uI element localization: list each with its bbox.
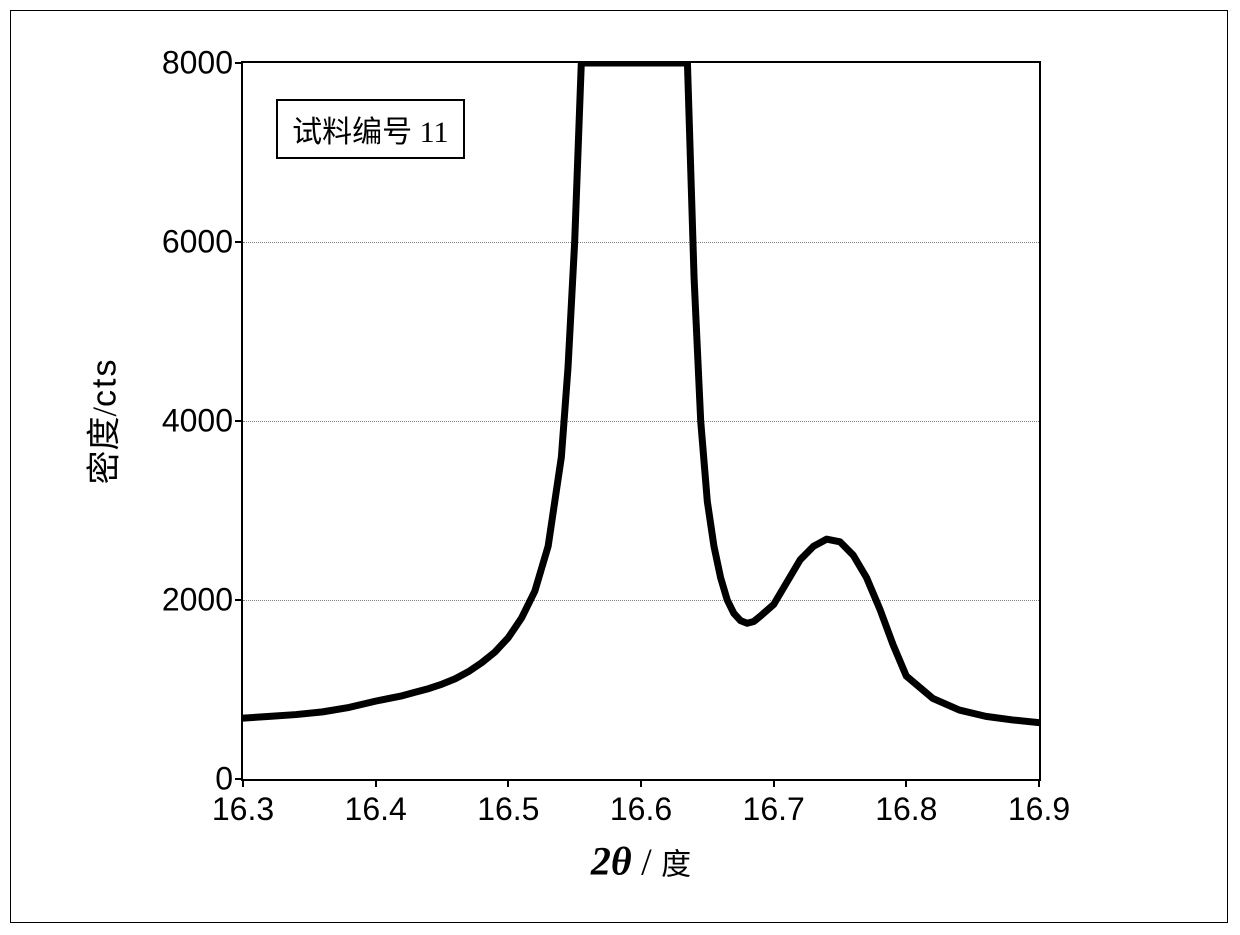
x-tick-label: 16.6 bbox=[610, 791, 672, 828]
x-axis-label: 2θ / 度 bbox=[591, 838, 691, 885]
chart-outer-frame: 0200040006000800016.316.416.516.616.716.… bbox=[10, 10, 1228, 923]
x-tick-mark bbox=[1038, 779, 1040, 787]
y-axis-label-unit: cts bbox=[86, 358, 124, 407]
x-tick-label: 16.5 bbox=[477, 791, 539, 828]
x-axis-label-sep: / bbox=[632, 842, 662, 884]
x-axis-label-symbol: 2θ bbox=[591, 839, 632, 884]
x-tick-label: 16.4 bbox=[345, 791, 407, 828]
y-tick-label: 2000 bbox=[162, 582, 233, 619]
y-tick-mark bbox=[235, 62, 243, 64]
y-axis-label-text: 密度 bbox=[87, 416, 124, 484]
y-tick-label: 6000 bbox=[162, 224, 233, 261]
x-tick-label: 16.8 bbox=[875, 791, 937, 828]
y-tick-mark bbox=[235, 420, 243, 422]
x-tick-mark bbox=[640, 779, 642, 787]
xrd-curve-path bbox=[243, 63, 1039, 723]
x-tick-label: 16.7 bbox=[743, 791, 805, 828]
y-tick-mark bbox=[235, 599, 243, 601]
plot-area: 0200040006000800016.316.416.516.616.716.… bbox=[241, 61, 1041, 781]
x-tick-mark bbox=[773, 779, 775, 787]
xrd-curve bbox=[243, 63, 1039, 779]
y-tick-label: 4000 bbox=[162, 403, 233, 440]
y-tick-mark bbox=[235, 241, 243, 243]
x-tick-mark bbox=[905, 779, 907, 787]
x-axis-label-unit: 度 bbox=[661, 849, 691, 882]
x-tick-label: 16.3 bbox=[212, 791, 274, 828]
y-axis-label-sep: / bbox=[87, 407, 124, 416]
x-tick-mark bbox=[375, 779, 377, 787]
y-tick-label: 8000 bbox=[162, 45, 233, 82]
x-tick-mark bbox=[507, 779, 509, 787]
x-tick-label: 16.9 bbox=[1008, 791, 1070, 828]
x-tick-mark bbox=[242, 779, 244, 787]
y-axis-label: 密度/cts bbox=[77, 358, 126, 485]
